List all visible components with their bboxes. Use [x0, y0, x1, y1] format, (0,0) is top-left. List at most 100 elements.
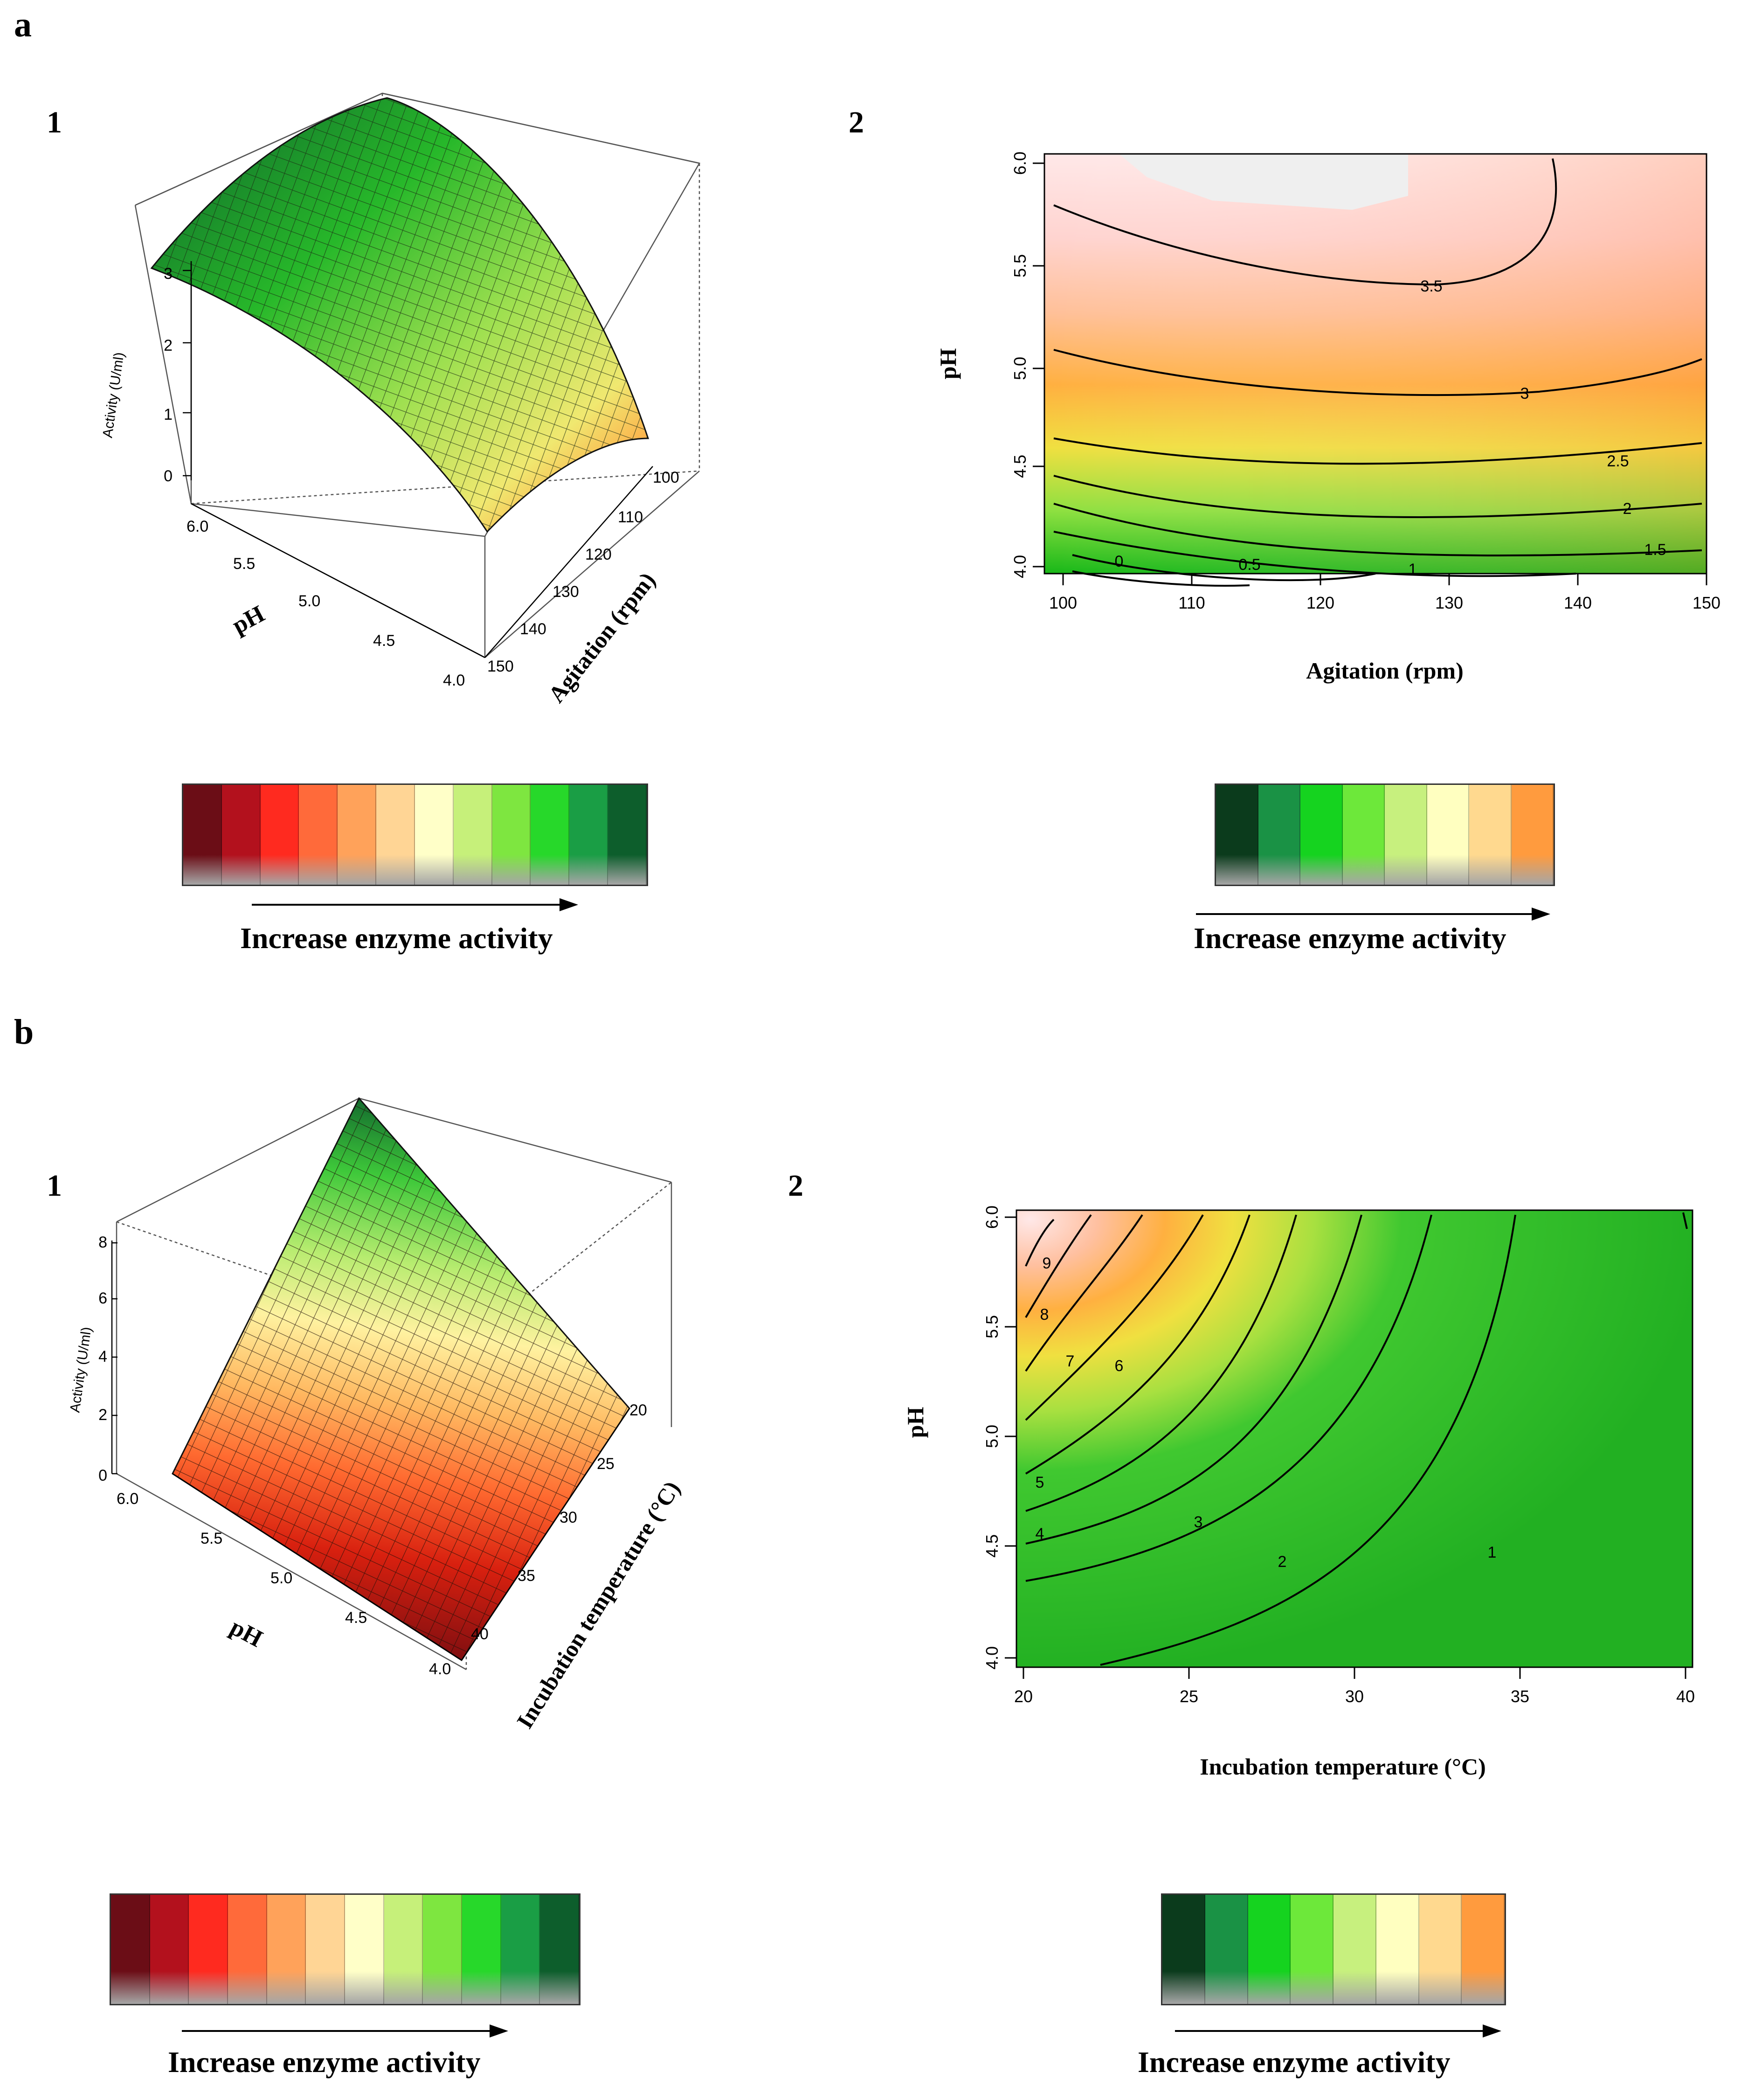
surface-plot-b1: 0 2 4 6 8 Activity (U/ml) 6.0 5.5 5.0 4.… — [67, 1097, 685, 1733]
b1-ztick-4: 8 — [98, 1234, 107, 1251]
b2-xtick-4: 40 — [1676, 1687, 1695, 1706]
a2-level-0: 0 — [1115, 553, 1124, 570]
legend-b-left-swatch-7 — [384, 1895, 423, 2004]
b2-level-6: 6 — [1115, 1357, 1124, 1375]
legend-b-right-swatch-6 — [1419, 1895, 1462, 2004]
contour-plot-b2: 9 8 7 6 5 4 3 2 1 20 25 30 35 40 4.0 4.5… — [902, 1206, 1695, 1780]
legend-a-right-swatch-6 — [1469, 785, 1512, 885]
a2-xtick-5: 150 — [1693, 593, 1720, 612]
a1-zlabel: Activity (U/ml) — [100, 351, 127, 439]
legend-b-left-swatch-11 — [540, 1895, 580, 2004]
a1-ylabel: pH — [228, 601, 269, 639]
a1-ztick-3: 3 — [164, 265, 173, 283]
legend-a-right-swatch-0 — [1216, 785, 1258, 885]
legend-bar-b-left — [110, 1893, 580, 2005]
legend-a-left-swatch-3 — [299, 785, 338, 885]
legend-b-right-swatch-4 — [1333, 1895, 1376, 2004]
a1-xtick-2: 120 — [585, 546, 612, 563]
legend-b-left-swatch-10 — [501, 1895, 540, 2004]
a1-xtick-4: 140 — [520, 620, 546, 638]
b1-ytick-0: 6.0 — [117, 1490, 138, 1508]
legend-a-left-swatch-2 — [260, 785, 299, 885]
legend-bar-b-right — [1161, 1893, 1506, 2005]
legend-b-left-swatch-0 — [111, 1895, 150, 2004]
a2-xtick-2: 120 — [1306, 593, 1334, 612]
legend-a-left-swatch-5 — [376, 785, 415, 885]
b2-ytick-2: 5.0 — [982, 1425, 1002, 1448]
a2-ytick-1: 4.5 — [1010, 455, 1029, 478]
a1-ytick-1: 5.5 — [233, 555, 255, 573]
a2-level-3.5: 3.5 — [1420, 277, 1442, 295]
b2-xtick-1: 25 — [1180, 1687, 1198, 1706]
b2-level-7: 7 — [1066, 1352, 1075, 1370]
a2-level-0.5: 0.5 — [1238, 556, 1260, 574]
a1-ztick-1: 1 — [164, 406, 173, 423]
b2-level-1: 1 — [1488, 1544, 1497, 1561]
a2-xtick-1: 110 — [1178, 593, 1205, 612]
b1-xtick-4: 40 — [471, 1625, 489, 1643]
legend-b-left-swatch-4 — [267, 1895, 306, 2004]
sub-label-a2: 2 — [849, 105, 864, 139]
a1-ytick-2: 5.0 — [298, 592, 320, 610]
legend-bar-a-left — [182, 783, 648, 886]
panel-label-a: a — [14, 5, 32, 44]
a2-level-1.5: 1.5 — [1644, 541, 1666, 559]
b2-contour-lines — [1025, 1212, 1688, 1666]
a2-xtick-4: 140 — [1564, 593, 1592, 612]
legend-b-right-swatch-2 — [1248, 1895, 1291, 2004]
legend-b-right-swatch-7 — [1462, 1895, 1505, 2004]
legend-a-left-swatch-8 — [492, 785, 531, 885]
b2-ytick-3: 5.5 — [982, 1315, 1002, 1338]
legend-a-right-swatch-5 — [1427, 785, 1469, 885]
b2-ytick-1: 4.5 — [982, 1534, 1002, 1558]
legend-b-left-swatch-6 — [345, 1895, 384, 2004]
legend-arrow-b-left — [182, 2024, 508, 2038]
a1-xtick-1: 110 — [618, 508, 643, 526]
legend-a-left-swatch-11 — [608, 785, 647, 885]
b2-level-9: 9 — [1043, 1254, 1051, 1272]
a1-xtick-3: 130 — [553, 583, 579, 601]
b2-ytick-4: 6.0 — [982, 1206, 1002, 1229]
legend-a-left-swatch-10 — [569, 785, 608, 885]
b1-ztick-0: 0 — [98, 1467, 107, 1484]
a1-ztick-0: 0 — [164, 467, 173, 485]
legend-b-left-swatch-1 — [150, 1895, 189, 2004]
b2-level-8: 8 — [1040, 1306, 1049, 1324]
a1-ytick-4: 4.0 — [443, 672, 465, 689]
legend-a-right-swatch-3 — [1342, 785, 1385, 885]
legend-b-left-swatch-8 — [423, 1895, 463, 2004]
legend-b-left-swatch-9 — [462, 1895, 501, 2004]
legend-caption-a-right: Increase enzyme activity — [1194, 922, 1506, 955]
a2-level-3: 3 — [1520, 385, 1529, 402]
b1-ytick-3: 4.5 — [345, 1609, 367, 1627]
b1-ylabel: pH — [226, 1614, 267, 1652]
legend-caption-b-left: Increase enzyme activity — [168, 2045, 481, 2079]
legend-a-right-swatch-4 — [1385, 785, 1427, 885]
legend-b-left-swatch-2 — [189, 1895, 228, 2004]
legend-a-right-swatch-1 — [1258, 785, 1300, 885]
b2-xlabel: Incubation temperature (°C) — [1200, 1753, 1485, 1780]
a1-ytick-3: 4.5 — [373, 632, 395, 650]
a2-level-2: 2 — [1623, 500, 1632, 518]
a2-xtick-0: 100 — [1049, 593, 1077, 612]
b1-ztick-2: 4 — [98, 1348, 107, 1365]
a2-xtick-3: 130 — [1435, 593, 1463, 612]
a2-contour-lines — [1053, 158, 1702, 587]
legend-b-right-swatch-1 — [1205, 1895, 1248, 2004]
b2-xtick-0: 20 — [1014, 1687, 1033, 1706]
legend-a-left-swatch-4 — [338, 785, 377, 885]
b1-zlabel: Activity (U/ml) — [67, 1326, 94, 1414]
legend-arrow-a-right — [1196, 908, 1550, 921]
panel-label-b: b — [14, 1012, 34, 1052]
a2-ytick-4: 6.0 — [1010, 152, 1029, 175]
sub-label-b2: 2 — [788, 1169, 803, 1203]
legend-b-right-swatch-0 — [1162, 1895, 1205, 2004]
legend-b-left-swatch-3 — [228, 1895, 267, 2004]
b2-level-4: 4 — [1036, 1525, 1044, 1543]
legend-arrow-a-left — [252, 898, 578, 911]
a2-ytick-3: 5.5 — [1010, 254, 1029, 277]
a2-ytick-2: 5.0 — [1010, 357, 1029, 380]
b2-level-2: 2 — [1278, 1553, 1287, 1571]
legend-b-right-swatch-3 — [1291, 1895, 1333, 2004]
a2-xlabel: Agitation (rpm) — [1306, 658, 1463, 684]
